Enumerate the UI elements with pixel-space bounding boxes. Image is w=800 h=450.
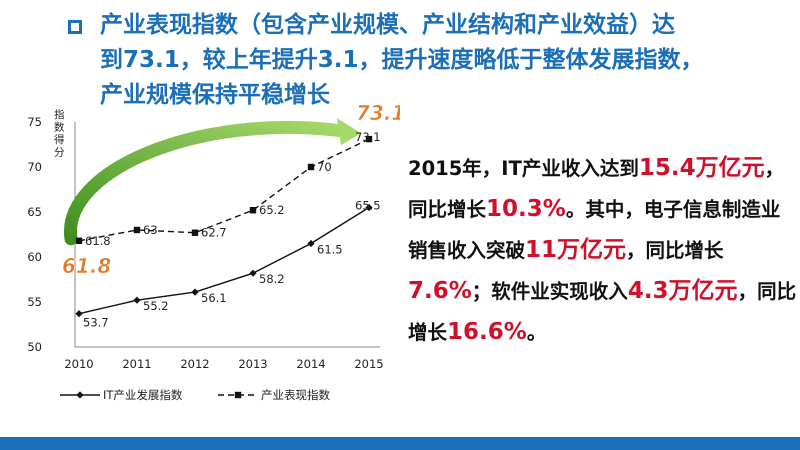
y-tick-label: 60	[27, 250, 42, 264]
series-line	[78, 138, 370, 242]
summary-segment: ，同比增长	[626, 239, 724, 262]
data-point	[249, 269, 257, 277]
y-tick-label: 50	[27, 340, 42, 354]
data-label: 62.7	[201, 226, 227, 240]
data-point	[75, 237, 83, 244]
summary-highlight: 11万亿元	[525, 237, 627, 263]
data-point	[249, 207, 257, 214]
legend-label: 产业表现指数	[261, 388, 330, 402]
summary-segment: ，同比增长	[408, 280, 797, 344]
summary-segment: 2015年，IT产业收入达到	[408, 157, 639, 180]
data-label: 70	[317, 160, 332, 174]
data-label: 58.2	[259, 272, 285, 286]
data-label: 73.1	[355, 130, 381, 144]
legend-marker	[76, 391, 84, 399]
growth-arrow-head	[337, 118, 361, 146]
data-label: 56.1	[201, 291, 227, 305]
y-axis-label: 指数得分	[54, 108, 65, 159]
bottom-bar	[0, 437, 800, 450]
data-point	[365, 203, 373, 212]
y-tick-label: 65	[27, 205, 42, 219]
data-point	[307, 239, 315, 248]
data-label: 65.2	[259, 203, 285, 217]
data-point	[133, 226, 141, 234]
title-bullet-icon	[68, 20, 82, 34]
summary-highlight: 10.3%	[486, 196, 566, 222]
summary-segment: ；软件业实现收入	[471, 280, 628, 303]
x-tick-label: 2015	[354, 357, 383, 371]
summary-segment: 。	[526, 321, 547, 344]
start-value-callout: 61.8	[62, 254, 111, 278]
data-point	[191, 229, 199, 236]
summary-segment: ，同比增长	[408, 157, 785, 221]
series-line	[78, 206, 370, 315]
data-label: 61.8	[85, 234, 111, 248]
x-tick-label: 2013	[238, 357, 267, 371]
summary-text: 2015年，IT产业收入达到15.4万亿元，同比增长10.3%。其中，电子信息制…	[408, 148, 798, 353]
legend-label: IT产业发展指数	[103, 388, 183, 402]
y-tick-label: 75	[27, 115, 42, 129]
data-point	[365, 135, 373, 143]
x-tick-label: 2014	[296, 357, 325, 371]
data-point	[75, 310, 83, 318]
summary-highlight: 4.3万亿元	[627, 278, 738, 304]
summary-highlight: 15.4万亿元	[638, 155, 765, 181]
summary-highlight: 16.6%	[447, 319, 527, 345]
data-label: 65.5	[355, 199, 381, 213]
line-chart: 75 70 65 60 55 50 2010 2011 2012 2013 2014 2015 指数得…	[27, 101, 400, 402]
data-label: 63	[143, 223, 158, 237]
page-title: 产业表现指数（包含产业规模、产业结构和产业效益）达 到73.1，较上年提升3.1…	[100, 12, 704, 108]
data-point	[191, 288, 199, 296]
data-label: 61.5	[317, 243, 343, 257]
data-label: 53.7	[83, 316, 109, 330]
data-point	[307, 163, 315, 171]
data-point	[133, 296, 141, 304]
x-tick-label: 2011	[122, 357, 151, 371]
x-tick-label: 2012	[180, 357, 209, 371]
y-tick-label: 70	[27, 160, 42, 174]
end-value-callout: 73.1	[356, 101, 400, 125]
growth-arrow	[64, 121, 350, 246]
data-label: 55.2	[143, 299, 169, 313]
x-tick-label: 2010	[64, 357, 93, 371]
y-tick-label: 55	[27, 295, 42, 309]
summary-highlight: 7.6%	[408, 278, 472, 304]
legend-marker	[234, 391, 242, 399]
summary-segment: 。其中，电子信息制造业销售收入突破	[408, 198, 781, 262]
